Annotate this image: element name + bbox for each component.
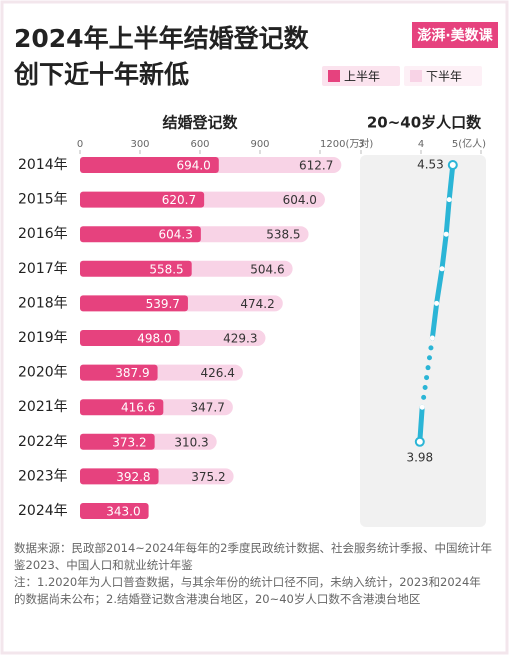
legend-swatch xyxy=(410,70,422,82)
bar-segment xyxy=(150,468,234,485)
value-label: 375.2 xyxy=(191,470,225,484)
point xyxy=(434,300,440,306)
bar-segment xyxy=(80,433,155,450)
chart-subtitle: 20~40岁人口数 xyxy=(367,114,482,132)
bar-segment xyxy=(80,503,149,519)
source-note: 数据来源：民政部2014~2024年每年的2季度民政统计数据、社会服务统计季报、… xyxy=(14,541,492,572)
bar-segment xyxy=(183,260,293,277)
value-label: 373.2 xyxy=(112,435,146,449)
legend-box xyxy=(322,66,400,86)
value-label: 343.0 xyxy=(106,505,140,519)
legend-box xyxy=(404,66,482,86)
bar-segment xyxy=(146,433,217,450)
y-tick-label: 2021年 xyxy=(18,399,68,415)
value-label: 474.2 xyxy=(240,297,274,311)
logo-box xyxy=(412,22,498,48)
bar-segment xyxy=(80,226,201,243)
title-line: 创下近十年新低 xyxy=(13,60,189,89)
bar-segment xyxy=(80,295,188,312)
point xyxy=(443,231,449,237)
x-tick-label: 300 xyxy=(130,139,149,150)
bar-segment xyxy=(155,399,233,416)
line xyxy=(429,162,456,341)
y-tick-label: 2015年 xyxy=(18,192,68,208)
legend-label: 下半年 xyxy=(426,70,462,84)
chart-subtitle: 结婚登记数 xyxy=(162,114,238,132)
point xyxy=(429,335,435,341)
value-label: 416.6 xyxy=(121,401,155,415)
bar-segment xyxy=(179,295,283,312)
y-tick-label: 2024年 xyxy=(18,503,68,519)
bar-segment xyxy=(80,364,158,381)
x-tick-label: 4 xyxy=(418,139,424,150)
value-label: 694.0 xyxy=(176,159,210,173)
y-tick-label: 2017年 xyxy=(18,261,68,277)
x-tick-label: 3 xyxy=(358,139,364,150)
logo: 澎湃·美数课 xyxy=(417,27,493,44)
value-label: 504.6 xyxy=(250,262,284,276)
y-tick-label: 2016年 xyxy=(18,226,68,242)
bar-segment xyxy=(192,226,309,243)
value-label: 429.3 xyxy=(223,332,257,346)
value-label: 347.7 xyxy=(191,401,225,415)
bar-segment xyxy=(149,364,243,381)
x-tick-label: 1200(万对) xyxy=(320,137,373,150)
bar-segment xyxy=(80,260,192,277)
bar-segment xyxy=(80,157,219,173)
point xyxy=(414,436,425,447)
legend-swatch xyxy=(328,70,340,82)
value-label: 310.3 xyxy=(174,435,208,449)
y-tick-label: 2022年 xyxy=(18,434,68,450)
value-label: 426.4 xyxy=(201,366,235,380)
point xyxy=(447,160,458,170)
bar-segment xyxy=(80,399,164,416)
bar-segment xyxy=(80,191,205,208)
x-tick-label: 5(亿人) xyxy=(452,137,486,150)
value-label: 620.7 xyxy=(162,193,196,207)
footnote: 注：1.2020年为人口普查数据，与其余年份的统计口径不同，未纳入统计，2023… xyxy=(14,575,481,606)
point xyxy=(439,266,445,272)
bar-segment xyxy=(171,330,266,346)
value-label: 392.8 xyxy=(116,470,150,484)
point xyxy=(419,404,425,410)
x-tick-label: 0 xyxy=(77,139,83,150)
value-label: 3.98 xyxy=(406,450,433,464)
value-label: 539.7 xyxy=(146,297,180,311)
value-label: 558.5 xyxy=(149,262,183,276)
value-label: 612.7 xyxy=(299,159,333,173)
x-tick-label: 600 xyxy=(190,139,209,150)
legend-label: 上半年 xyxy=(344,70,380,84)
bar-segment xyxy=(210,157,342,173)
y-tick-label: 2014年 xyxy=(18,157,68,173)
line-panel xyxy=(360,155,486,527)
value-label: 498.0 xyxy=(137,332,171,346)
bar-segment xyxy=(80,468,159,485)
value-label: 4.53 xyxy=(417,158,444,172)
line xyxy=(417,404,425,445)
bar-segment xyxy=(196,191,325,208)
value-label: 538.5 xyxy=(266,228,300,242)
value-label: 604.0 xyxy=(283,193,317,207)
gap-bridge xyxy=(419,335,435,410)
y-tick-label: 2020年 xyxy=(18,365,68,381)
title-line: 2024年上半年结婚登记数 xyxy=(14,24,310,53)
value-label: 604.3 xyxy=(159,228,193,242)
y-tick-label: 2018年 xyxy=(18,295,68,311)
point xyxy=(446,197,452,203)
x-tick-label: 900 xyxy=(250,139,269,150)
notes: 数据来源：民政部2014~2024年每年的2季度民政统计数据、社会服务统计季报、… xyxy=(14,540,492,608)
bar-segment xyxy=(80,330,180,346)
y-tick-label: 2023年 xyxy=(18,468,68,484)
value-label: 387.9 xyxy=(115,366,149,380)
y-tick-label: 2019年 xyxy=(18,330,68,346)
